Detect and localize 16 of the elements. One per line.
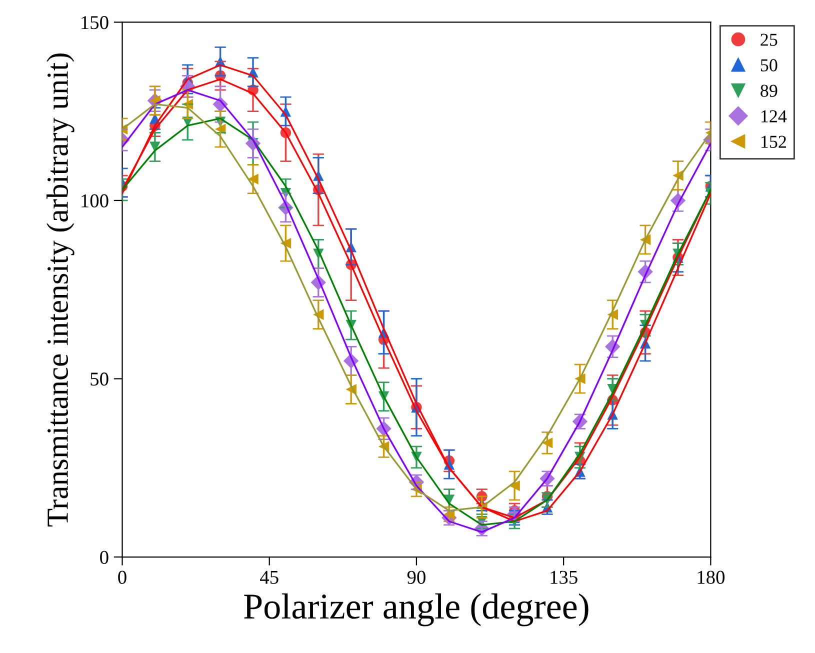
x-axis-title: Polarizer angle (degree) [244,593,588,626]
y-tick-label: 0 [100,550,108,564]
y-tick-label: 150 [82,16,108,30]
legend-label: 25 [760,34,778,46]
legend-label: 152 [761,136,786,148]
x-tick-label: 45 [260,570,278,584]
x-tick-label: 180 [698,570,725,584]
x-tick-label: 90 [407,570,426,584]
x-tick-label: 135 [550,570,578,584]
y-tick-label: 100 [82,194,108,208]
y-tick-label: 50 [90,372,108,386]
y-axis-title: Transmittance intensity (arbitrary unit) [46,53,74,527]
legend-label: 50 [760,59,778,72]
legend-label: 89 [760,84,778,97]
x-tick-label: 0 [118,570,126,584]
legend-label: 124 [761,110,787,122]
